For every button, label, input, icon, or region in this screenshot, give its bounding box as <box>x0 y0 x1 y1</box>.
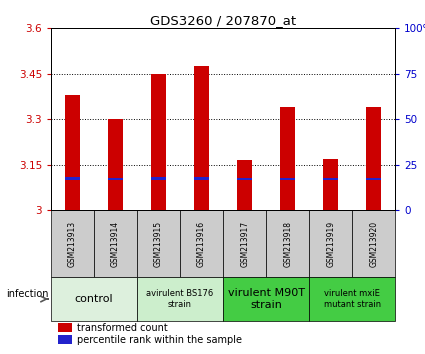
Bar <box>180 210 223 278</box>
Text: percentile rank within the sample: percentile rank within the sample <box>77 335 242 345</box>
Bar <box>194 66 209 210</box>
Bar <box>323 178 338 180</box>
Bar <box>280 178 295 180</box>
Bar <box>94 210 137 278</box>
Bar <box>366 107 381 210</box>
Text: GSM213914: GSM213914 <box>111 221 120 267</box>
Bar <box>137 278 223 321</box>
Text: virulent mxiE
mutant strain: virulent mxiE mutant strain <box>324 289 381 309</box>
Bar <box>151 74 166 210</box>
Bar <box>58 323 72 332</box>
Bar <box>366 178 381 180</box>
Bar <box>309 278 395 321</box>
Bar <box>237 178 252 180</box>
Bar <box>352 210 395 278</box>
Bar <box>108 178 123 180</box>
Bar <box>237 160 252 210</box>
Bar <box>151 177 166 180</box>
Bar <box>51 278 137 321</box>
Bar <box>223 210 266 278</box>
Text: GSM213916: GSM213916 <box>197 221 206 267</box>
Bar <box>108 119 123 210</box>
Bar <box>58 335 72 344</box>
Bar <box>137 210 180 278</box>
Title: GDS3260 / 207870_at: GDS3260 / 207870_at <box>150 14 296 27</box>
Text: GSM213919: GSM213919 <box>326 221 335 267</box>
Bar <box>280 107 295 210</box>
Bar <box>194 177 209 180</box>
Bar <box>309 210 352 278</box>
Text: infection: infection <box>6 289 49 299</box>
Bar <box>266 210 309 278</box>
Text: GSM213915: GSM213915 <box>154 221 163 267</box>
Text: GSM213920: GSM213920 <box>369 221 378 267</box>
Bar <box>65 95 80 210</box>
Text: transformed count: transformed count <box>77 323 167 333</box>
Bar <box>65 177 80 180</box>
Text: control: control <box>75 294 113 304</box>
Bar <box>223 278 309 321</box>
Text: avirulent BS176
strain: avirulent BS176 strain <box>147 289 214 309</box>
Text: GSM213917: GSM213917 <box>240 221 249 267</box>
Bar <box>323 159 338 210</box>
Text: GSM213918: GSM213918 <box>283 221 292 267</box>
Text: virulent M90T
strain: virulent M90T strain <box>228 288 305 310</box>
Text: GSM213913: GSM213913 <box>68 221 77 267</box>
Bar <box>51 210 94 278</box>
